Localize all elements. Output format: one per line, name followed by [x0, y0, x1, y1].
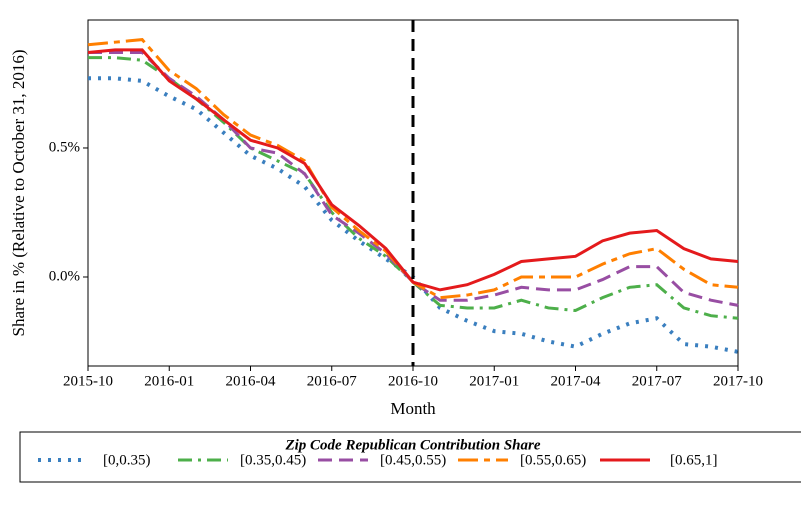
y-tick-label: 0.5% — [49, 139, 80, 155]
legend-label: [0.35,0.45) — [240, 452, 306, 468]
x-tick-label: 2017-10 — [713, 373, 763, 389]
x-tick-label: 2016-10 — [388, 373, 438, 389]
x-tick-label: 2016-07 — [307, 373, 357, 389]
x-tick-label: 2017-01 — [469, 373, 519, 389]
x-tick-label: 2016-04 — [226, 373, 276, 389]
legend-label: [0.45,0.55) — [380, 452, 446, 468]
legend-frame — [19, 431, 801, 483]
y-axis-label: Share in % (Relative to October 31, 2016… — [9, 49, 28, 336]
legend-title: Zip Code Republican Contribution Share — [284, 437, 540, 453]
x-tick-label: 2016-01 — [144, 373, 194, 389]
y-tick-label: 0.0% — [49, 268, 80, 284]
legend-label: [0.65,1] — [670, 452, 718, 468]
x-tick-label: 2017-07 — [632, 373, 682, 389]
x-tick-label: 2017-04 — [551, 373, 601, 389]
series-line — [87, 48, 739, 292]
x-tick-label: 2015-10 — [63, 373, 113, 389]
legend-label: [0,0.35) — [103, 452, 151, 468]
x-axis-label: Month — [390, 399, 436, 418]
legend-label: [0.55,0.65) — [520, 452, 586, 468]
